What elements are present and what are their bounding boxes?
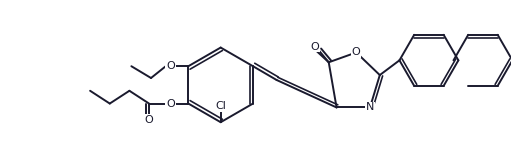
Text: O: O [166,99,175,108]
Text: O: O [166,61,175,71]
Text: N: N [366,103,374,112]
Text: O: O [311,42,319,52]
Text: O: O [352,47,361,57]
Text: O: O [144,115,153,125]
Text: Cl: Cl [215,101,226,111]
